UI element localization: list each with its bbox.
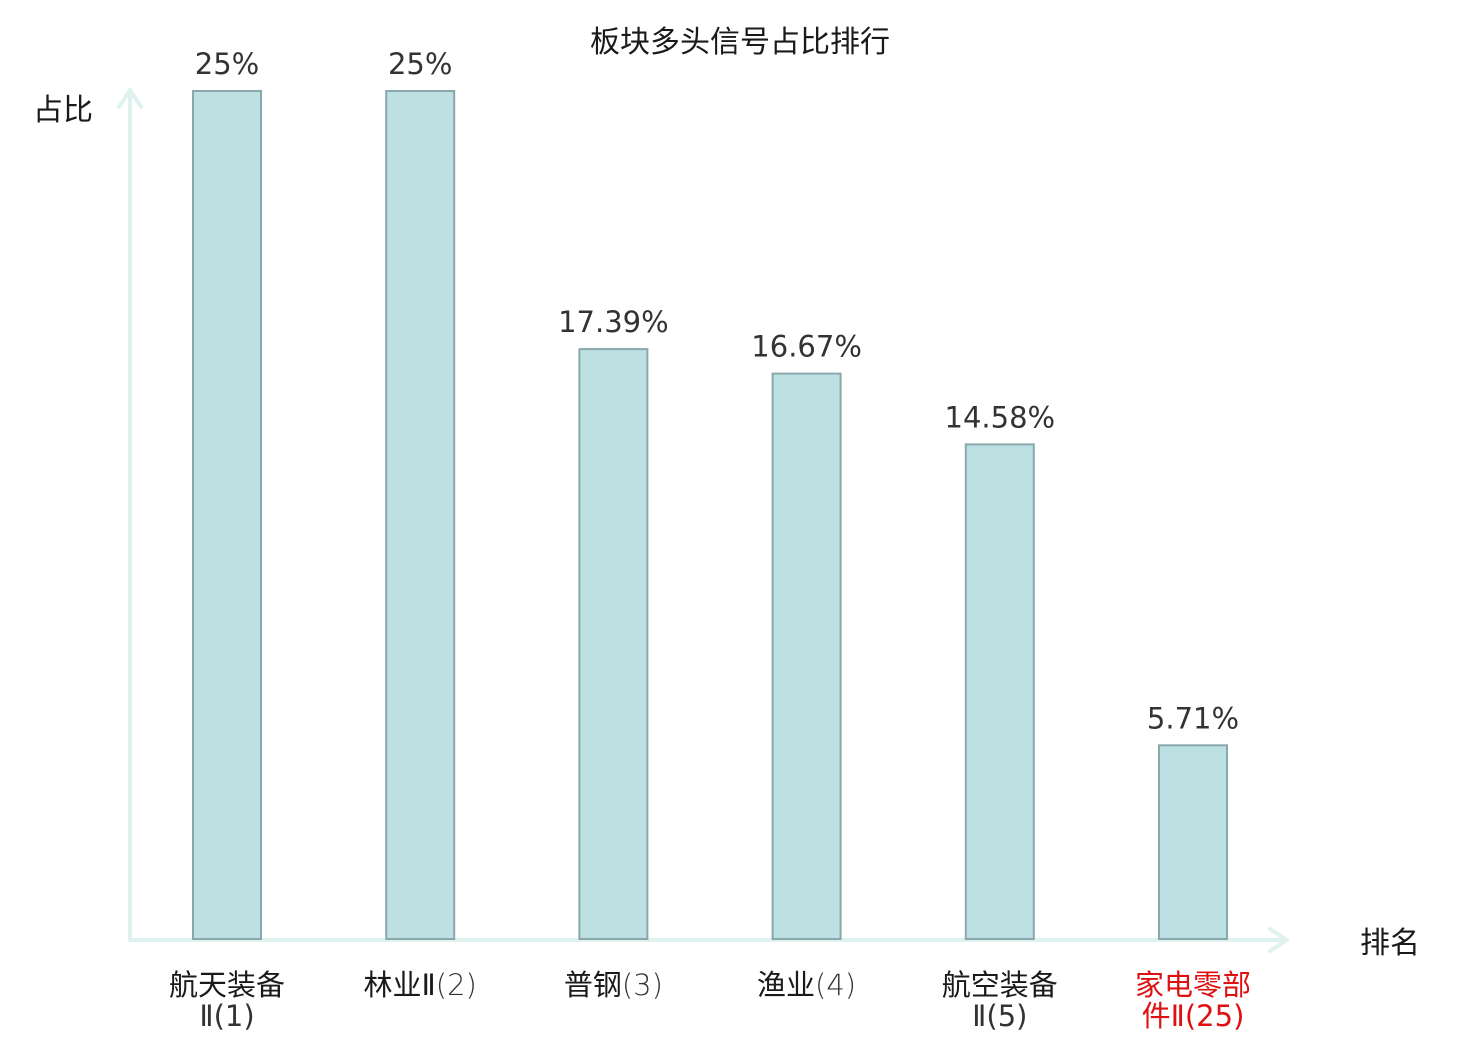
category-label-5: 航空装备	[942, 968, 1058, 1002]
bars	[192, 90, 1228, 941]
x-axis-arrow	[1268, 927, 1289, 953]
category-label-6: 家电零部	[1135, 968, 1251, 1002]
category-label-4: 渔业(4)	[757, 968, 856, 1002]
bar-6	[1158, 744, 1228, 940]
bar-4	[771, 372, 842, 941]
value-label-1: 25%	[195, 47, 259, 81]
y-axis-arrow	[117, 88, 143, 109]
category-label-1: 航天装备	[169, 968, 285, 1002]
value-label-5: 14.58%	[945, 400, 1056, 434]
category-label-2: 林业Ⅱ(2)	[364, 968, 477, 1002]
bar-3	[578, 348, 649, 941]
bar-1	[192, 90, 262, 940]
category-label-6-line2: 件Ⅱ(25)	[1142, 999, 1245, 1033]
value-label-6: 5.71%	[1147, 701, 1239, 735]
category-label-1-line2: Ⅱ(1)	[199, 999, 254, 1033]
value-label-3: 17.39%	[558, 305, 669, 339]
value-label-4: 16.67%	[751, 330, 862, 364]
bar-2	[385, 90, 456, 940]
category-label-3: 普钢(3)	[564, 968, 663, 1002]
x-axis-label: 排名	[1360, 926, 1420, 961]
value-label-2: 25%	[388, 47, 452, 81]
bar-5	[964, 443, 1035, 940]
axes	[117, 88, 1289, 953]
category-label-5-line2: Ⅱ(5)	[972, 999, 1027, 1033]
chart-title: 板块多头信号占比排行	[590, 25, 890, 60]
value-labels: 25% 25% 17.39% 16.67% 14.58% 5.71%	[195, 47, 1239, 735]
y-axis-label: 占比	[33, 93, 93, 128]
